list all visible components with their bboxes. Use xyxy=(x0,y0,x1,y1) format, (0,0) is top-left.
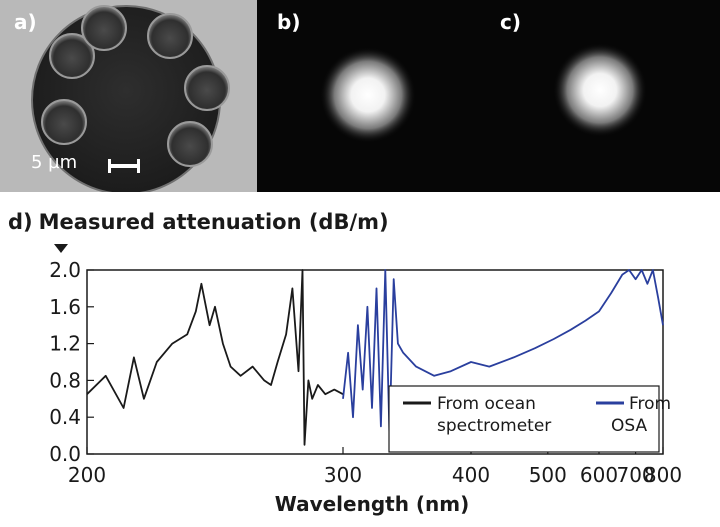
title-arrow-marker xyxy=(54,244,68,253)
y-tick-label: 0.8 xyxy=(49,368,81,392)
x-tick-label: 500 xyxy=(529,463,567,487)
x-tick-label: 600 xyxy=(580,463,618,487)
y-tick-label: 1.6 xyxy=(49,295,81,319)
x-tick-label: 400 xyxy=(452,463,490,487)
y-tick-label: 0.4 xyxy=(49,405,81,429)
legend-label-osa-line2: OSA xyxy=(611,416,647,436)
x-tick-label: 200 xyxy=(68,463,106,487)
legend-label-ocean-line1: From ocean xyxy=(437,394,536,414)
legend-label-osa-line1: From xyxy=(629,394,671,414)
legend-label-ocean-line2: spectrometer xyxy=(437,416,551,436)
y-tick-label: 2.0 xyxy=(49,258,81,282)
x-tick-label: 800 xyxy=(644,463,682,487)
x-axis-label: Wavelength (nm) xyxy=(275,492,470,516)
y-tick-label: 1.2 xyxy=(49,332,81,356)
legend: From ocean spectrometer From OSA xyxy=(389,386,677,452)
x-tick-label: 300 xyxy=(324,463,362,487)
